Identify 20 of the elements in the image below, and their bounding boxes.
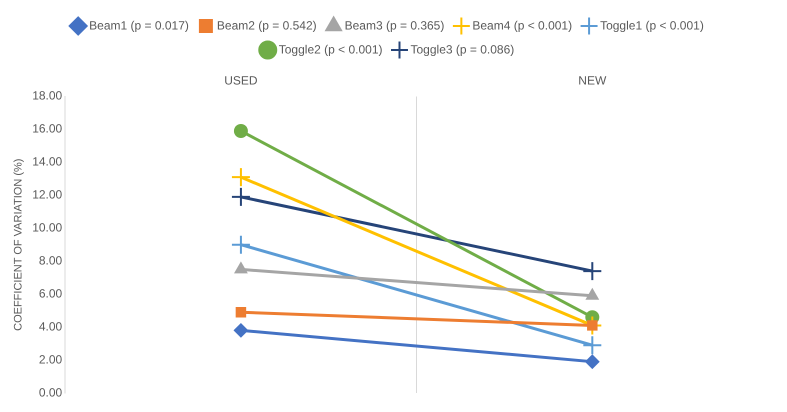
y-tick-label: 0.00 [38, 385, 63, 400]
y-tick-label: 8.00 [38, 253, 63, 268]
y-tick-label: 6.00 [38, 286, 63, 300]
y-tick-label: 16.00 [32, 122, 63, 136]
y-tick-label: 14.00 [32, 154, 63, 169]
legend-label: Toggle1 (p < 0.001) [600, 18, 704, 32]
y-tick-label: 4.00 [38, 319, 63, 334]
y-tick-label: 12.00 [32, 188, 63, 202]
x-tick-label: NEW [578, 74, 607, 88]
legend-label: Toggle2 (p < 0.001) [278, 42, 383, 56]
y-tick-label: 10.00 [32, 220, 63, 235]
y-tick-label: 2.00 [38, 352, 63, 366]
legend-label: Beam1 (p = 0.017) [89, 18, 189, 32]
legend-label: Beam2 (p = 0.542) [216, 18, 317, 32]
y-axis-title: COEFFICIENT OF VARIATION (%) [12, 158, 25, 331]
legend-label: Beam4 (p < 0.001) [472, 18, 572, 32]
y-tick-label: 18.00 [32, 88, 63, 103]
legend-label: Toggle3 (p = 0.086) [410, 42, 514, 56]
legend-label: Beam3 (p = 0.365) [344, 18, 444, 32]
x-tick-label: USED [224, 74, 258, 88]
